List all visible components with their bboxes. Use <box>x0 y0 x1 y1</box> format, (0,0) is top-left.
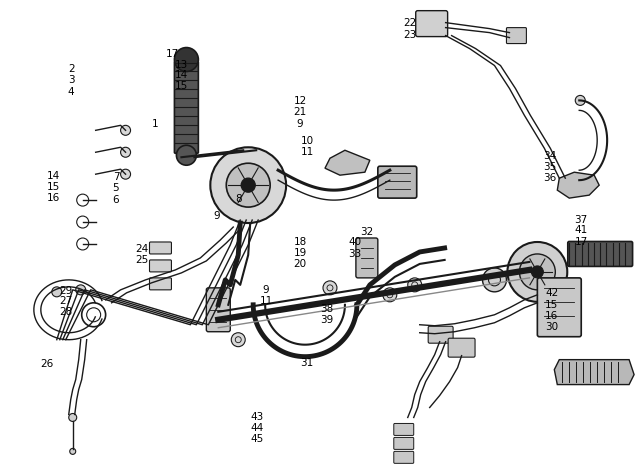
Text: 33: 33 <box>349 248 362 258</box>
Text: 3: 3 <box>68 75 74 85</box>
FancyBboxPatch shape <box>394 437 413 449</box>
Text: 4: 4 <box>68 86 74 96</box>
Circle shape <box>76 285 86 295</box>
Circle shape <box>176 145 196 165</box>
Text: 20: 20 <box>294 259 306 269</box>
Text: 23: 23 <box>403 30 417 40</box>
FancyBboxPatch shape <box>506 28 526 44</box>
Circle shape <box>531 266 544 278</box>
Text: 17: 17 <box>165 49 179 59</box>
Circle shape <box>575 175 585 185</box>
Text: 43: 43 <box>250 411 263 421</box>
Text: 40: 40 <box>349 237 362 247</box>
Text: 1: 1 <box>153 119 159 129</box>
Circle shape <box>121 169 131 179</box>
FancyBboxPatch shape <box>568 241 633 266</box>
Text: 14: 14 <box>47 171 60 181</box>
Text: 26: 26 <box>40 360 54 370</box>
FancyBboxPatch shape <box>394 451 413 463</box>
Circle shape <box>241 178 255 192</box>
Text: 11: 11 <box>301 147 314 157</box>
Text: 28: 28 <box>60 307 72 317</box>
FancyBboxPatch shape <box>448 338 475 357</box>
Text: 11: 11 <box>260 296 273 306</box>
Text: 25: 25 <box>135 255 148 265</box>
Text: 6: 6 <box>113 195 119 205</box>
Text: 41: 41 <box>574 226 588 236</box>
FancyBboxPatch shape <box>149 242 171 254</box>
Text: 38: 38 <box>320 304 333 314</box>
Text: 5: 5 <box>113 183 119 193</box>
FancyBboxPatch shape <box>378 166 417 198</box>
Text: 39: 39 <box>320 315 333 325</box>
Text: 10: 10 <box>301 136 314 146</box>
Text: 31: 31 <box>300 359 313 369</box>
Polygon shape <box>325 150 370 175</box>
Text: 9: 9 <box>263 285 269 294</box>
FancyBboxPatch shape <box>174 62 198 153</box>
Circle shape <box>226 163 270 207</box>
Text: 8: 8 <box>235 194 242 204</box>
Text: 34: 34 <box>543 151 556 161</box>
Text: 16: 16 <box>47 193 60 203</box>
Circle shape <box>383 288 397 302</box>
FancyBboxPatch shape <box>537 278 581 337</box>
Circle shape <box>231 332 246 347</box>
Text: 42: 42 <box>545 288 558 298</box>
Circle shape <box>508 242 567 302</box>
Text: 9: 9 <box>213 211 221 221</box>
Text: 13: 13 <box>174 60 188 70</box>
FancyBboxPatch shape <box>394 423 413 436</box>
Text: 30: 30 <box>545 323 558 332</box>
Text: 22: 22 <box>403 19 417 28</box>
Circle shape <box>70 448 76 455</box>
Text: 7: 7 <box>113 172 119 182</box>
Text: 19: 19 <box>294 247 306 257</box>
Text: 16: 16 <box>545 311 558 321</box>
Circle shape <box>408 278 422 292</box>
Text: 35: 35 <box>543 162 556 172</box>
Circle shape <box>483 268 506 292</box>
Text: 2: 2 <box>68 65 74 75</box>
Circle shape <box>121 147 131 157</box>
FancyBboxPatch shape <box>416 10 447 37</box>
Circle shape <box>174 48 198 71</box>
FancyBboxPatch shape <box>428 326 453 343</box>
Circle shape <box>52 287 62 297</box>
Text: 12: 12 <box>294 96 306 106</box>
Text: 18: 18 <box>294 237 306 247</box>
Text: 24: 24 <box>135 244 148 254</box>
Text: 15: 15 <box>545 300 558 310</box>
Text: 14: 14 <box>174 70 188 80</box>
FancyBboxPatch shape <box>356 238 378 278</box>
Text: 45: 45 <box>250 434 263 444</box>
Circle shape <box>519 254 555 290</box>
Polygon shape <box>557 172 599 198</box>
Text: 9: 9 <box>297 119 303 129</box>
Circle shape <box>323 281 337 295</box>
Text: 37: 37 <box>574 215 588 225</box>
FancyBboxPatch shape <box>149 260 171 272</box>
Text: 36: 36 <box>543 173 556 183</box>
Text: 15: 15 <box>47 182 60 192</box>
FancyBboxPatch shape <box>149 278 171 290</box>
Circle shape <box>69 413 77 421</box>
Text: 27: 27 <box>60 296 72 306</box>
Circle shape <box>121 125 131 135</box>
Circle shape <box>210 147 286 223</box>
Text: 44: 44 <box>250 423 263 433</box>
Text: 29: 29 <box>60 285 72 295</box>
Circle shape <box>575 95 585 105</box>
Text: 15: 15 <box>174 81 188 91</box>
Polygon shape <box>554 360 634 385</box>
Text: 17: 17 <box>574 237 588 247</box>
FancyBboxPatch shape <box>206 288 230 332</box>
Text: 32: 32 <box>360 227 373 237</box>
Text: 21: 21 <box>294 107 306 117</box>
